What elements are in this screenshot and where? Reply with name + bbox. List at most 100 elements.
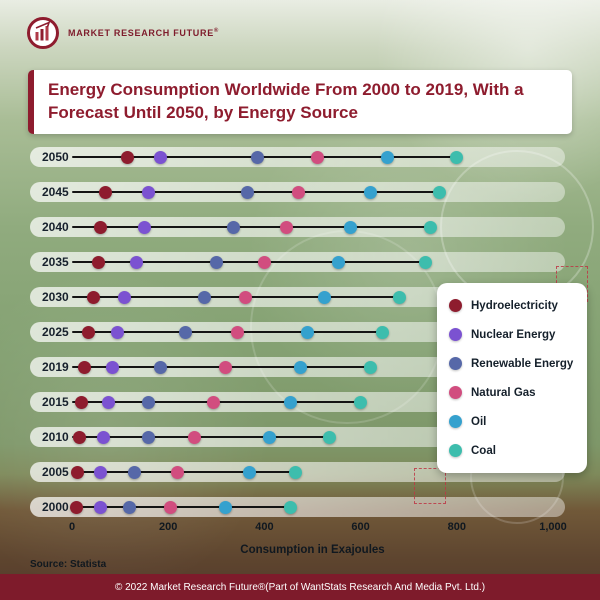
- renewable-energy-dot: [241, 185, 255, 199]
- coal-dot: [289, 465, 303, 479]
- natural-gas-dot: [257, 255, 271, 269]
- hydroelectricity-dot: [99, 185, 113, 199]
- renewable-energy-dot: [142, 395, 156, 409]
- x-tick-label: 600: [351, 521, 370, 533]
- coal-dot: [419, 255, 433, 269]
- oil-dot: [380, 150, 394, 164]
- oil-dot: [219, 500, 233, 514]
- hydroelectricity-dot: [82, 325, 96, 339]
- year-label: 2010: [42, 430, 69, 444]
- row-line: [72, 506, 291, 508]
- nuclear-energy-dot: [137, 220, 151, 234]
- nuclear-energy-dot: [130, 255, 144, 269]
- hydroelectricity-dot: [91, 255, 105, 269]
- hydroelectricity-dot: [72, 430, 86, 444]
- year-label: 2035: [42, 255, 69, 269]
- nuclear-energy-dot: [142, 185, 156, 199]
- oil-dot: [243, 465, 257, 479]
- natural-gas-swatch: [449, 386, 462, 399]
- oil-dot: [318, 290, 332, 304]
- chart-row-2030: 2030: [30, 287, 565, 307]
- chart-row-2019: 2019: [30, 357, 565, 377]
- oil-dot: [344, 220, 358, 234]
- x-axis-label: Consumption in Exajoules: [240, 544, 385, 556]
- coal-dot: [284, 500, 298, 514]
- legend-item-natural-gas: Natural Gas: [449, 386, 575, 399]
- coal-dot: [392, 290, 406, 304]
- year-label: 2000: [42, 500, 69, 514]
- row-line: [72, 331, 383, 333]
- nuclear-energy-dot: [118, 290, 132, 304]
- year-label: 2045: [42, 185, 69, 199]
- x-tick-label: 800: [447, 521, 466, 533]
- renewable-energy-swatch: [449, 357, 462, 370]
- natural-gas-dot: [219, 360, 233, 374]
- row-line: [72, 261, 426, 263]
- coal-dot: [363, 360, 377, 374]
- nuclear-energy-dot: [94, 500, 108, 514]
- registered-mark: ®: [213, 28, 220, 34]
- hydroelectricity-swatch: [449, 299, 462, 312]
- chart-row-2005: 2005: [30, 462, 565, 482]
- footer-text: © 2022 Market Research Future®(Part of W…: [114, 581, 486, 593]
- title-card: Energy Consumption Worldwide From 2000 t…: [28, 70, 572, 134]
- nuclear-energy-dot: [94, 465, 108, 479]
- page-title: Energy Consumption Worldwide From 2000 t…: [48, 80, 524, 122]
- oil-dot: [301, 325, 315, 339]
- nuclear-energy-dot: [106, 360, 120, 374]
- coal-dot: [322, 430, 336, 444]
- year-label: 2040: [42, 220, 69, 234]
- legend-item-label: Oil: [471, 415, 487, 428]
- hydroelectricity-dot: [71, 465, 85, 479]
- row-line: [72, 191, 440, 193]
- coal-dot: [375, 325, 389, 339]
- year-label: 2030: [42, 290, 69, 304]
- chart-row-2045: 2045: [30, 182, 565, 202]
- logo: Market Research Future®: [26, 16, 219, 50]
- renewable-energy-dot: [250, 150, 264, 164]
- nuclear-energy-dot: [111, 325, 125, 339]
- renewable-energy-dot: [226, 220, 240, 234]
- hydroelectricity-dot: [94, 220, 108, 234]
- year-label: 2015: [42, 395, 69, 409]
- hydroelectricity-dot: [87, 290, 101, 304]
- natural-gas-dot: [238, 290, 252, 304]
- nuclear-energy-dot: [96, 430, 110, 444]
- chart-row-2015: 2015: [30, 392, 565, 412]
- renewable-energy-dot: [123, 500, 137, 514]
- natural-gas-dot: [310, 150, 324, 164]
- natural-gas-dot: [231, 325, 245, 339]
- natural-gas-dot: [291, 185, 305, 199]
- coal-swatch: [449, 444, 462, 457]
- legend-item-label: Natural Gas: [471, 386, 536, 399]
- row-line: [72, 226, 431, 228]
- coal-dot: [423, 220, 437, 234]
- legend: Hydroelectricity Nuclear Energy Renewable …: [437, 283, 587, 473]
- hydroelectricity-dot: [77, 360, 91, 374]
- chart-row-2035: 2035: [30, 252, 565, 272]
- oil-dot: [293, 360, 307, 374]
- legend-item-oil: Oil: [449, 415, 575, 428]
- oil-dot: [284, 395, 298, 409]
- year-label: 2050: [42, 150, 69, 164]
- oil-swatch: [449, 415, 462, 428]
- natural-gas-dot: [279, 220, 293, 234]
- renewable-energy-dot: [197, 290, 211, 304]
- nuclear-energy-dot: [154, 150, 168, 164]
- nuclear-energy-dot: [101, 395, 115, 409]
- logo-icon: [27, 17, 59, 49]
- legend-item-label: Coal: [471, 444, 496, 457]
- renewable-energy-dot: [142, 430, 156, 444]
- coal-dot: [433, 185, 447, 199]
- oil-dot: [332, 255, 346, 269]
- legend-item-label: Nuclear Energy: [471, 328, 556, 341]
- chart-row-2010: 2010: [30, 427, 565, 447]
- year-label: 2025: [42, 325, 69, 339]
- oil-dot: [363, 185, 377, 199]
- legend-item-nuclear-energy: Nuclear Energy: [449, 328, 575, 341]
- legend-item-label: Renewable Energy: [471, 357, 574, 370]
- nuclear-energy-swatch: [449, 328, 462, 341]
- x-tick-label: 400: [255, 521, 274, 533]
- coal-dot: [450, 150, 464, 164]
